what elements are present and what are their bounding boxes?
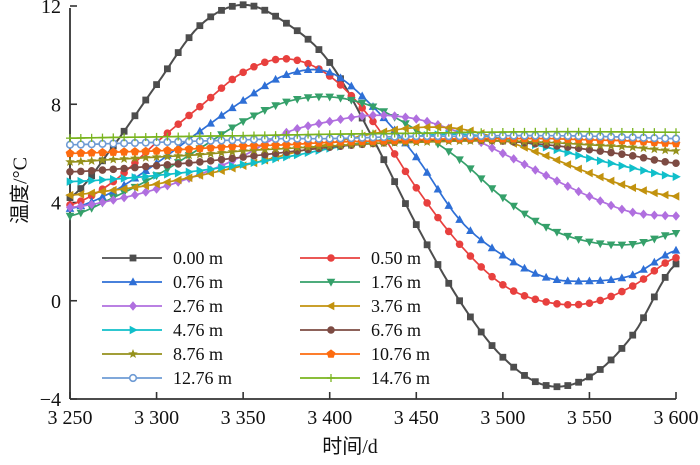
legend-item: 2.76 m <box>100 294 298 318</box>
legend-item: 12.76 m <box>100 366 298 390</box>
legend-label: 2.76 m <box>173 296 224 316</box>
x-tick-label: 3 350 <box>221 407 266 429</box>
legend-item: 0.50 m <box>298 246 488 270</box>
legend-label: 8.76 m <box>173 344 224 364</box>
y-tick-label: 0 <box>51 291 61 313</box>
legend-marker-12-76m-icon <box>102 373 162 383</box>
legend-label: 10.76 m <box>371 344 431 364</box>
legend-item: 6.76 m <box>298 318 488 342</box>
y-axis-title: 温度/°C <box>9 157 32 224</box>
legend-item: 10.76 m <box>298 342 488 366</box>
y-tick-label: 4 <box>51 193 61 215</box>
legend-item: 0.76 m <box>100 270 298 294</box>
legend-marker-3-76m-icon <box>300 301 360 311</box>
legend-marker-8-76m-icon <box>102 349 162 359</box>
legend-label: 12.76 m <box>173 368 233 388</box>
y-tick-label: 12 <box>41 0 61 18</box>
legend-label: 6.76 m <box>371 320 422 340</box>
y-tick-label: 8 <box>51 94 61 116</box>
x-tick-label: 3 600 <box>654 407 699 429</box>
y-tick-label: −4 <box>40 389 61 411</box>
legend-label: 0.50 m <box>371 248 422 268</box>
legend-label: 0.00 m <box>173 248 224 268</box>
legend-marker-0-00m-icon <box>102 254 162 262</box>
legend-label: 14.76 m <box>371 368 431 388</box>
legend-label: 0.76 m <box>173 272 224 292</box>
legend-item: 1.76 m <box>298 270 488 294</box>
legend-item: 3.76 m <box>298 294 488 318</box>
series-14-76-m <box>66 127 680 143</box>
legend: 0.00 m 0.50 m 0.76 m 1.76 m 2.76 m 3.76 … <box>100 246 488 390</box>
legend-label: 3.76 m <box>371 296 422 316</box>
legend-marker-0-76m-icon <box>102 277 162 286</box>
x-tick-label: 3 250 <box>48 407 93 429</box>
legend-label: 4.76 m <box>173 320 224 340</box>
x-tick-label: 3 550 <box>567 407 612 429</box>
legend-label: 1.76 m <box>371 272 422 292</box>
legend-marker-4-76m-icon <box>102 325 162 335</box>
legend-marker-10-76m-icon <box>300 349 360 358</box>
x-tick-label: 3 400 <box>307 407 352 429</box>
legend-marker-14-76m-icon <box>300 374 360 382</box>
x-tick-label: 3 300 <box>134 407 179 429</box>
legend-marker-0-50m-icon <box>300 254 360 262</box>
legend-item: 4.76 m <box>100 318 298 342</box>
legend-marker-2-76m-icon <box>102 301 162 311</box>
x-axis-title: 时间/d <box>322 436 378 458</box>
legend-item: 8.76 m <box>100 342 298 366</box>
legend-marker-1-76m-icon <box>300 278 360 287</box>
x-tick-label: 3 500 <box>480 407 525 429</box>
legend-item: 0.00 m <box>100 246 298 270</box>
legend-item: 14.76 m <box>298 366 488 390</box>
legend-marker-6-76m-icon <box>300 326 360 334</box>
x-tick-label: 3 450 <box>394 407 439 429</box>
